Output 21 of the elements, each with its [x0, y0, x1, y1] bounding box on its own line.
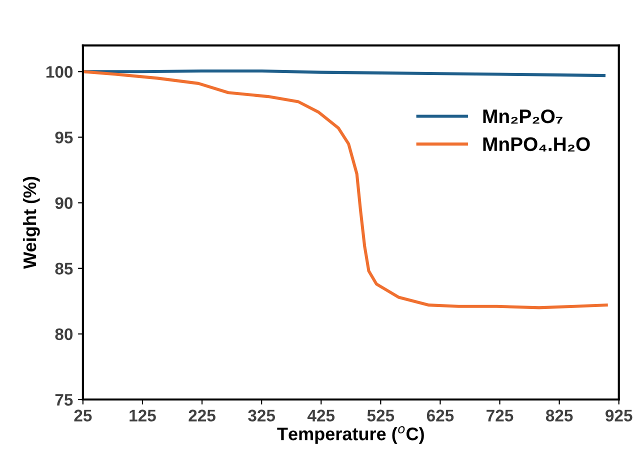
- x-axis-title: Temperature ($^{o}$C): [277, 426, 424, 444]
- y-tick-label: 100: [46, 66, 73, 78]
- y-tick-label: 85: [55, 262, 73, 275]
- x-tick-label: 125: [130, 410, 156, 422]
- x-tick-label: 925: [606, 410, 632, 422]
- x-tick-label: 25: [74, 410, 92, 422]
- x-tick-label: 525: [367, 410, 394, 422]
- y-tick-label: 75: [55, 394, 73, 406]
- y-tick-label: 80: [55, 328, 73, 340]
- x-tick-label: 625: [426, 410, 454, 422]
- y-tick-label: 95: [55, 132, 73, 144]
- y-axis-title: Weight (%): [22, 176, 40, 269]
- legend-label: MnPO₄.H₂O: [483, 137, 590, 152]
- x-tick-label: 425: [307, 410, 335, 422]
- x-tick-label: 325: [248, 410, 276, 422]
- y-tick-label: 90: [55, 197, 73, 209]
- x-tick-label: 225: [188, 410, 216, 422]
- legend-label: Mn₂P₂O₇: [483, 109, 562, 124]
- x-tick-label: 725: [486, 410, 514, 422]
- line-series: [82, 70, 608, 310]
- x-tick-label: 825: [546, 410, 573, 422]
